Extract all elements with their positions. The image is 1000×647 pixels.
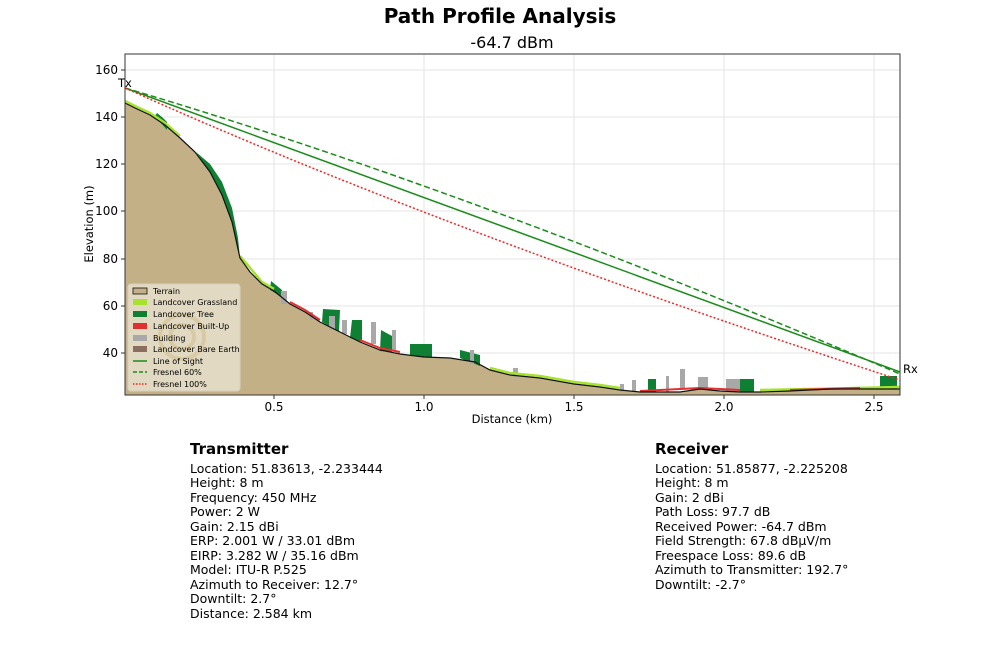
tx-location: Location: 51.83613, -2.233444 — [190, 460, 383, 476]
tx-downtilt: Downtilt: 2.7° — [190, 591, 277, 606]
legend-builtup-swatch — [133, 323, 147, 329]
legend-builtup: Landcover Built-Up — [153, 322, 229, 331]
svg-text:2.5: 2.5 — [864, 400, 883, 414]
grid — [125, 54, 900, 395]
svg-text:60: 60 — [103, 299, 118, 313]
terrain-outline — [124, 102, 900, 393]
tx-gain: Gain: 2.15 dBi — [190, 518, 279, 534]
tx-erp: ERP: 2.001 W / 33.01 dBm — [190, 533, 356, 548]
line-of-sight — [124, 87, 901, 373]
tx-power: Power: 2 W — [190, 504, 261, 519]
tx-frequency: Frequency: 450 MHz — [190, 489, 317, 505]
rx-azimuth: Azimuth to Transmitter: 192.7° — [655, 562, 849, 577]
x-ticks: 0.5 1.0 1.5 2.0 2.5 — [264, 395, 884, 414]
transmitter-heading: Transmitter — [190, 440, 289, 458]
svg-text:160: 160 — [95, 63, 118, 77]
rx-height: Height: 8 m — [655, 475, 729, 490]
rx-freespace-loss: Freespace Loss: 89.6 dB — [655, 547, 807, 563]
legend-terrain-swatch — [132, 287, 148, 295]
y-ticks: 160 140 120 100 80 60 40 — [95, 63, 125, 360]
terrain-area — [125, 103, 900, 395]
legend-watermark-icon — [158, 313, 206, 361]
rx-gain: Gain: 2 dBi — [655, 489, 724, 505]
chart-subtitle: -64.7 dBm — [470, 33, 554, 52]
transmitter-panel: Transmitter Location: 51.83613, -2.23344… — [190, 442, 383, 621]
y-axis-label: Elevation (m) — [82, 185, 96, 262]
legend-bare-earth: Landcover Bare Earth — [153, 345, 240, 354]
svg-text:100: 100 — [95, 204, 118, 218]
svg-text:120: 120 — [95, 157, 118, 171]
legend-bare-earth-swatch — [133, 346, 147, 352]
path-profile-chart: 0.5 1.0 1.5 2.0 2.5 160 140 120 100 80 6… — [82, 53, 918, 426]
x-axis-label: Distance (km) — [472, 412, 553, 426]
chart-title: Path Profile Analysis — [383, 4, 617, 28]
legend-grassland: Landcover Grassland — [153, 298, 237, 307]
tx-model: Model: ITU-R P.525 — [190, 562, 307, 577]
fresnel-60-line — [124, 87, 901, 375]
legend-fresnel100: Fresnel 100% — [153, 380, 207, 389]
legend: Terrain Landcover Grassland Landcover Tr… — [127, 283, 241, 392]
svg-text:40: 40 — [103, 346, 118, 360]
rx-field-strength: Field Strength: 67.8 dBµV/m — [655, 533, 832, 548]
svg-text:80: 80 — [103, 252, 118, 266]
receiver-panel: Receiver Location: 51.85877, -2.225208 H… — [655, 442, 848, 592]
rx-label: Rx — [903, 362, 918, 376]
legend-terrain: Terrain — [152, 287, 180, 296]
legend-grassland-swatch — [133, 299, 147, 305]
legend-building: Building — [153, 334, 185, 343]
plot-frame — [124, 53, 901, 396]
tx-distance: Distance: 2.584 km — [190, 605, 313, 621]
rx-location: Location: 51.85877, -2.225208 — [655, 460, 848, 476]
receiver-heading: Receiver — [655, 440, 729, 458]
legend-tree: Landcover Tree — [153, 310, 214, 319]
svg-text:1.0: 1.0 — [414, 400, 433, 414]
buildings — [281, 291, 740, 392]
svg-text:2.0: 2.0 — [714, 400, 733, 414]
tx-label: Tx — [117, 76, 132, 90]
legend-tree-swatch — [133, 311, 147, 317]
tx-eirp: EIRP: 3.282 W / 35.16 dBm — [190, 547, 359, 563]
fresnel-100-line — [124, 87, 901, 381]
legend-building-swatch — [133, 335, 147, 341]
legend-los: Line of Sight — [153, 357, 203, 366]
tx-height: Height: 8 m — [190, 475, 264, 490]
svg-text:140: 140 — [95, 110, 118, 124]
rx-downtilt: Downtilt: -2.7° — [655, 576, 746, 592]
legend-fresnel60: Fresnel 60% — [153, 368, 202, 377]
tx-azimuth: Azimuth to Receiver: 12.7° — [190, 576, 359, 592]
svg-text:0.5: 0.5 — [264, 400, 283, 414]
svg-text:1.5: 1.5 — [564, 400, 583, 414]
rx-received-power: Received Power: -64.7 dBm — [655, 518, 827, 534]
rx-path-loss: Path Loss: 97.7 dB — [655, 504, 771, 519]
